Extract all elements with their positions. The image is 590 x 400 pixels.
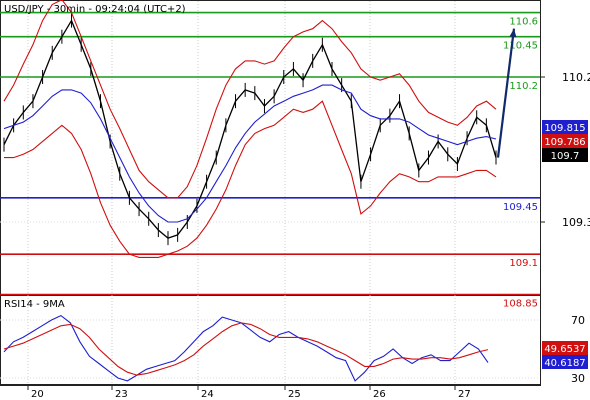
- level-label: 110.2: [509, 81, 538, 92]
- price-series: [3, 0, 517, 258]
- price-marker-label: 109.815: [544, 123, 585, 134]
- price-marker-box: [542, 148, 588, 162]
- price-marker-box: [542, 134, 588, 148]
- ma-line: [3, 84, 497, 223]
- time-tick-label: 25: [288, 389, 301, 400]
- rsi-tick-label: 30: [571, 372, 585, 385]
- rsi-marker-box: [542, 355, 588, 369]
- price-marker-label: 109.786: [544, 137, 585, 148]
- time-tick-label: 20: [31, 389, 44, 400]
- forecast-arrow-line: [496, 28, 516, 158]
- bollinger-lower-line: [4, 100, 497, 258]
- rsi-title: RSI14 - 9MA: [4, 299, 65, 310]
- price-tick-label: 109.3: [562, 216, 590, 229]
- time-tick-label: 26: [373, 389, 386, 400]
- forecast-arrowhead: [509, 28, 517, 38]
- time-tick-label: 27: [458, 389, 471, 400]
- rsi-series: [3, 314, 489, 382]
- level-label: 109.1: [509, 258, 538, 269]
- rsi-panel-frame: [0, 295, 541, 385]
- rsi-marker-box: [542, 341, 588, 355]
- support-resistance-levels: 110.6 110.45 110.2 109.45 109.1 108.85: [0, 11, 540, 310]
- bollinger-upper-line: [3, 0, 497, 199]
- rsi-line: [3, 314, 489, 382]
- rsi-tick-label: 70: [571, 314, 585, 327]
- level-label: 108.85: [503, 299, 538, 310]
- price-tick-label: 110.2: [562, 71, 590, 84]
- time-tick-label: 23: [115, 389, 128, 400]
- chart-title: USD/JPY - 30min - 09:24:04 (UTC+2): [4, 4, 186, 15]
- rsi-ma-line: [3, 322, 489, 376]
- level-label: 109.45: [503, 202, 538, 213]
- price-marker-label: 109.7: [551, 151, 580, 162]
- rsi-marker-label: 40.6187: [544, 358, 585, 369]
- axis-labels: 20 23 24 25 26 27 110.2 109.3 109.815 109.786 109.…: [31, 71, 590, 400]
- price-marker-box: [542, 120, 588, 134]
- rsi-marker-label: 49.6537: [544, 344, 585, 355]
- level-label: 110.45: [503, 41, 538, 52]
- level-label: 110.6: [509, 17, 538, 28]
- time-tick-label: 24: [201, 389, 214, 400]
- price-line: [3, 19, 497, 239]
